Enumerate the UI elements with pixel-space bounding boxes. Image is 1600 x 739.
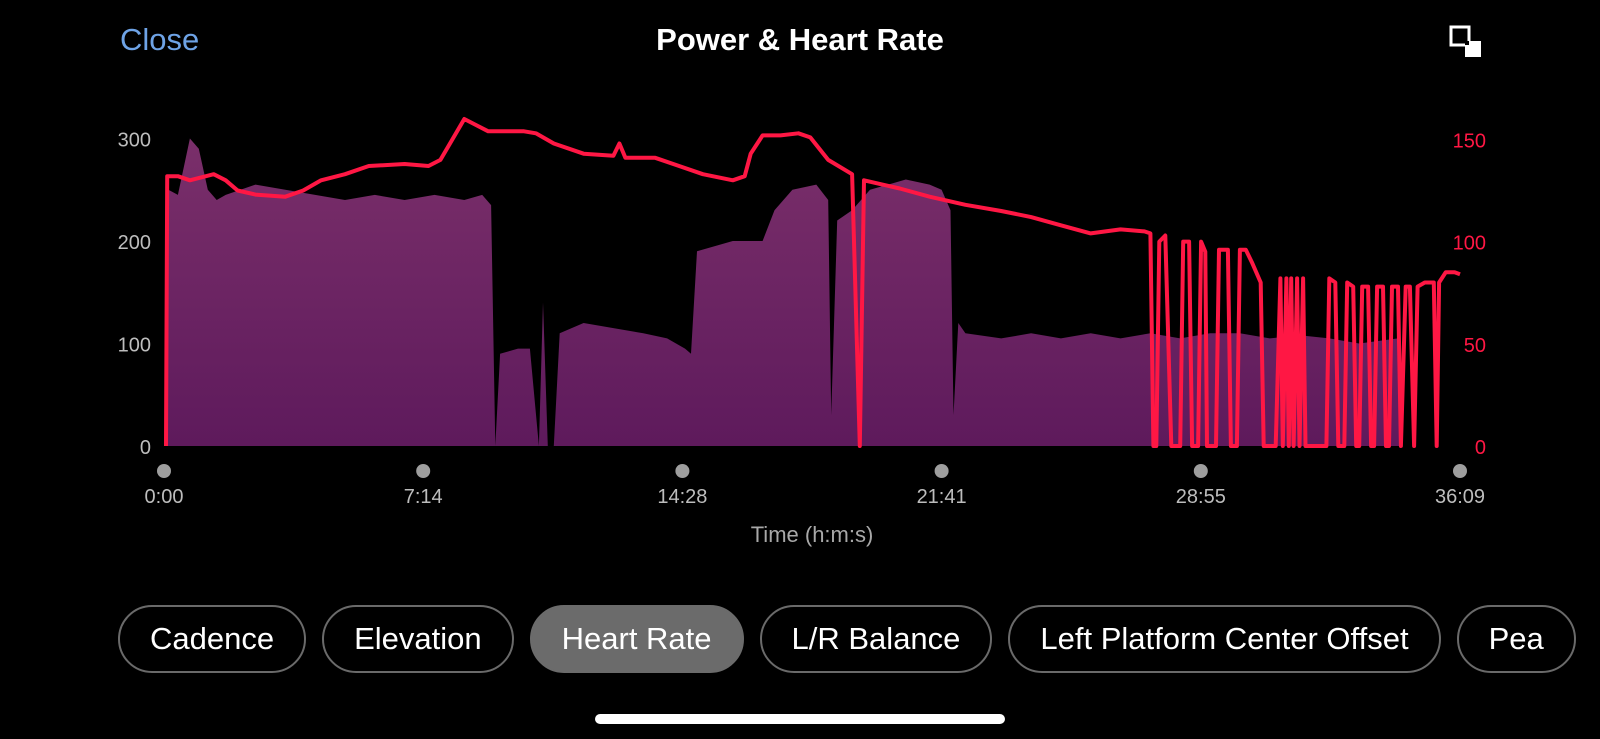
left-axis-tick-label: 200 — [118, 232, 151, 254]
x-axis-label: Time (h:m:s) — [751, 522, 874, 547]
left-axis-tick-label: 100 — [118, 335, 151, 357]
x-axis-scrub-dot[interactable] — [1453, 464, 1467, 478]
x-axis-tick-label: 21:41 — [917, 486, 967, 508]
tab-l-r-balance[interactable]: L/R Balance — [759, 605, 993, 673]
x-axis-tick-label: 36:09 — [1435, 486, 1485, 508]
left-axis-tick-label: 0 — [140, 437, 151, 459]
right-axis-tick-label: 150 — [1453, 130, 1486, 152]
tab-left-platform-center-offset[interactable]: Left Platform Center Offset — [1008, 605, 1441, 673]
page-title: Power & Heart Rate — [656, 22, 944, 57]
close-button[interactable]: Close — [120, 22, 200, 57]
left-axis-tick-label: 300 — [118, 130, 151, 152]
heart-rate-line-series — [164, 117, 1461, 448]
x-axis-scrub-dot[interactable] — [157, 464, 171, 478]
tab-pea[interactable]: Pea — [1456, 605, 1576, 673]
power-area-series — [166, 138, 1401, 446]
right-axis-tick-label: 50 — [1464, 335, 1486, 357]
x-axis-tick-label: 28:55 — [1176, 486, 1226, 508]
x-axis-tick-label: 0:00 — [145, 486, 184, 508]
x-axis-scrub-dot[interactable] — [934, 464, 949, 478]
chart-metric-tabs: Cadence Elevation Heart Rate L/R Balance Lef… — [118, 605, 1576, 673]
right-axis-tick-label: 0 — [1475, 437, 1486, 459]
tab-heart-rate[interactable]: Heart Rate — [529, 605, 744, 673]
x-axis-scrub-dot[interactable] — [1193, 464, 1208, 478]
x-axis-tick-label: 7:14 — [404, 486, 443, 508]
x-axis-scrub-dot[interactable] — [675, 464, 690, 478]
expand-icon[interactable] — [1448, 24, 1484, 60]
home-indicator[interactable] — [595, 714, 1005, 724]
x-axis-tick-label: 14:28 — [657, 486, 707, 508]
tab-elevation[interactable]: Elevation — [322, 605, 514, 673]
power-heart-rate-chart: 300 200 100 0 150 100 50 0 0:00 7:14 14:28 21:41 2… — [118, 117, 1486, 547]
right-axis-tick-label: 100 — [1453, 233, 1486, 255]
x-axis-scrub-dot[interactable] — [416, 464, 431, 478]
tab-cadence[interactable]: Cadence — [118, 605, 307, 673]
